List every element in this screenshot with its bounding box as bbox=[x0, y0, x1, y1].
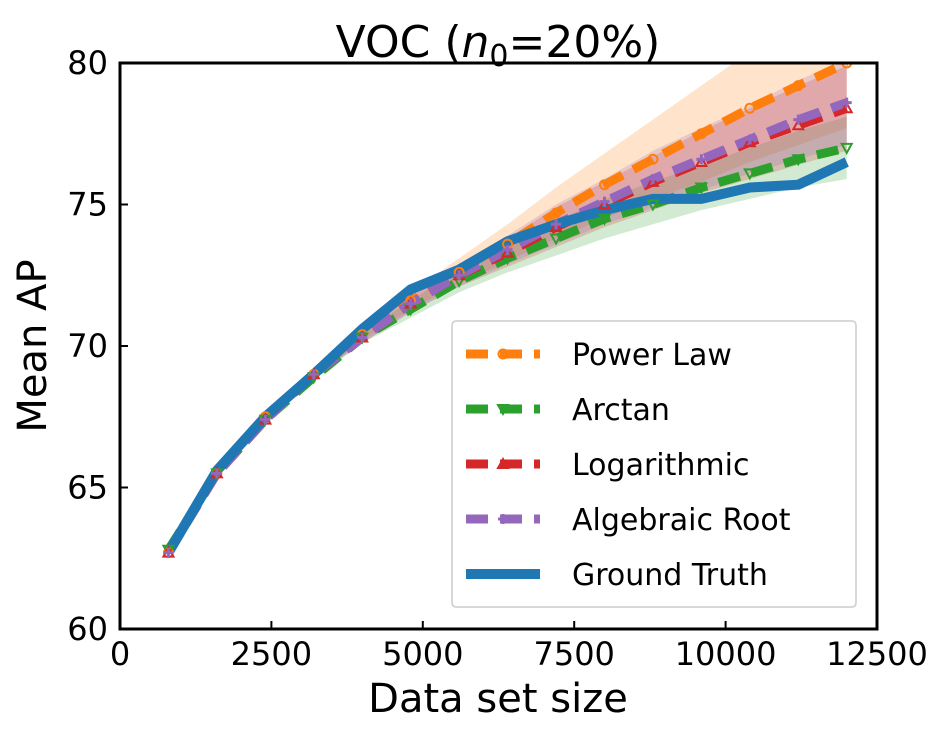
marker-arctan bbox=[743, 168, 757, 181]
band-logarithmic bbox=[168, 65, 847, 556]
marker-algebraic-root bbox=[163, 547, 174, 558]
marker-arctan bbox=[694, 182, 709, 195]
marker-arctan bbox=[840, 142, 854, 155]
marker-power-law bbox=[744, 102, 756, 114]
x-tick-label: 12500 bbox=[826, 635, 928, 673]
marker-power-law bbox=[598, 179, 610, 191]
y-tick-label: 70 bbox=[67, 327, 108, 365]
title-suffix: =20%) bbox=[508, 17, 660, 68]
legend-entry-arctan: Arctan bbox=[466, 393, 670, 428]
marker-algebraic-root bbox=[696, 154, 707, 165]
x-axis-label: Data set size bbox=[368, 676, 628, 722]
title-variable: n bbox=[462, 17, 490, 68]
marker-algebraic-root bbox=[357, 332, 368, 343]
uncertainty-bands bbox=[168, 63, 847, 556]
marker-logarithmic bbox=[646, 174, 660, 187]
band-arctan bbox=[168, 116, 847, 553]
marker-algebraic-root bbox=[308, 369, 319, 380]
x-tick-label: 10000 bbox=[675, 635, 777, 673]
title-subscript: 0 bbox=[489, 39, 508, 74]
line-ground-truth bbox=[164, 157, 849, 556]
marker-arctan bbox=[791, 154, 805, 167]
marker-logarithmic bbox=[597, 197, 612, 210]
legend-marker bbox=[496, 404, 510, 417]
band-algebraic-root bbox=[168, 63, 847, 556]
legend-label: Power Law bbox=[572, 338, 732, 373]
axis-ticks: 0 2500 5000 7500 10000 12500 60 65 70 75 80 bbox=[67, 44, 928, 673]
legend-entry-ground-truth: Ground Truth bbox=[466, 558, 768, 593]
marker-logarithmic bbox=[791, 118, 805, 131]
marker-logarithmic bbox=[500, 245, 515, 258]
chart-title: VOC (n0=20%) bbox=[336, 17, 661, 74]
marker-algebraic-root bbox=[260, 414, 271, 425]
marker-arctan bbox=[549, 233, 563, 246]
marker-algebraic-root bbox=[793, 114, 804, 125]
legend-label: Arctan bbox=[572, 393, 670, 428]
marker-algebraic-root bbox=[744, 134, 755, 145]
legend-entry-algebraic-root: Algebraic Root bbox=[466, 503, 791, 538]
legend-entry-logarithmic: Logarithmic bbox=[466, 448, 749, 483]
x-tick-label: 2500 bbox=[231, 635, 312, 673]
marker-power-law bbox=[841, 63, 853, 69]
y-tick-label: 80 bbox=[67, 44, 108, 82]
marker-power-law bbox=[792, 80, 804, 92]
legend-label: Logarithmic bbox=[572, 448, 749, 483]
marker-logarithmic bbox=[743, 135, 757, 148]
legend-marker bbox=[496, 456, 510, 469]
series-markers bbox=[161, 63, 854, 559]
marker-algebraic-root bbox=[647, 174, 658, 185]
y-axis-label: Mean AP bbox=[10, 259, 56, 432]
title-prefix: VOC ( bbox=[336, 17, 462, 68]
marker-algebraic-root bbox=[841, 97, 852, 108]
band-power-law bbox=[168, 63, 847, 556]
marker-logarithmic bbox=[549, 220, 563, 233]
marker-arctan bbox=[646, 199, 660, 212]
x-tick-label: 5000 bbox=[382, 635, 463, 673]
y-tick-label: 65 bbox=[67, 469, 108, 507]
marker-algebraic-root bbox=[211, 468, 222, 479]
x-tick-label: 7500 bbox=[533, 635, 614, 673]
x-tick-label: 0 bbox=[110, 635, 130, 673]
legend-label: Algebraic Root bbox=[572, 503, 791, 538]
legend: Power Law Arctan Logarithmic Algebraic Root… bbox=[451, 320, 857, 608]
marker-power-law bbox=[647, 153, 659, 165]
legend-marker bbox=[498, 514, 508, 524]
marker-algebraic-root bbox=[599, 196, 610, 207]
y-tick-label: 75 bbox=[67, 186, 108, 224]
marker-arctan bbox=[597, 213, 612, 226]
marker-logarithmic bbox=[840, 101, 854, 114]
y-tick-label: 60 bbox=[67, 610, 108, 648]
legend-label: Ground Truth bbox=[572, 558, 768, 593]
legend-marker bbox=[497, 348, 509, 360]
marker-power-law bbox=[550, 207, 562, 219]
marker-logarithmic bbox=[694, 154, 709, 168]
legend-entry-power-law: Power Law bbox=[466, 338, 732, 373]
marker-algebraic-root bbox=[551, 219, 562, 230]
marker-algebraic-root bbox=[454, 270, 465, 281]
legend-box bbox=[451, 320, 857, 608]
marker-algebraic-root bbox=[502, 244, 513, 255]
marker-algebraic-root bbox=[405, 298, 416, 309]
marker-power-law bbox=[695, 128, 707, 140]
